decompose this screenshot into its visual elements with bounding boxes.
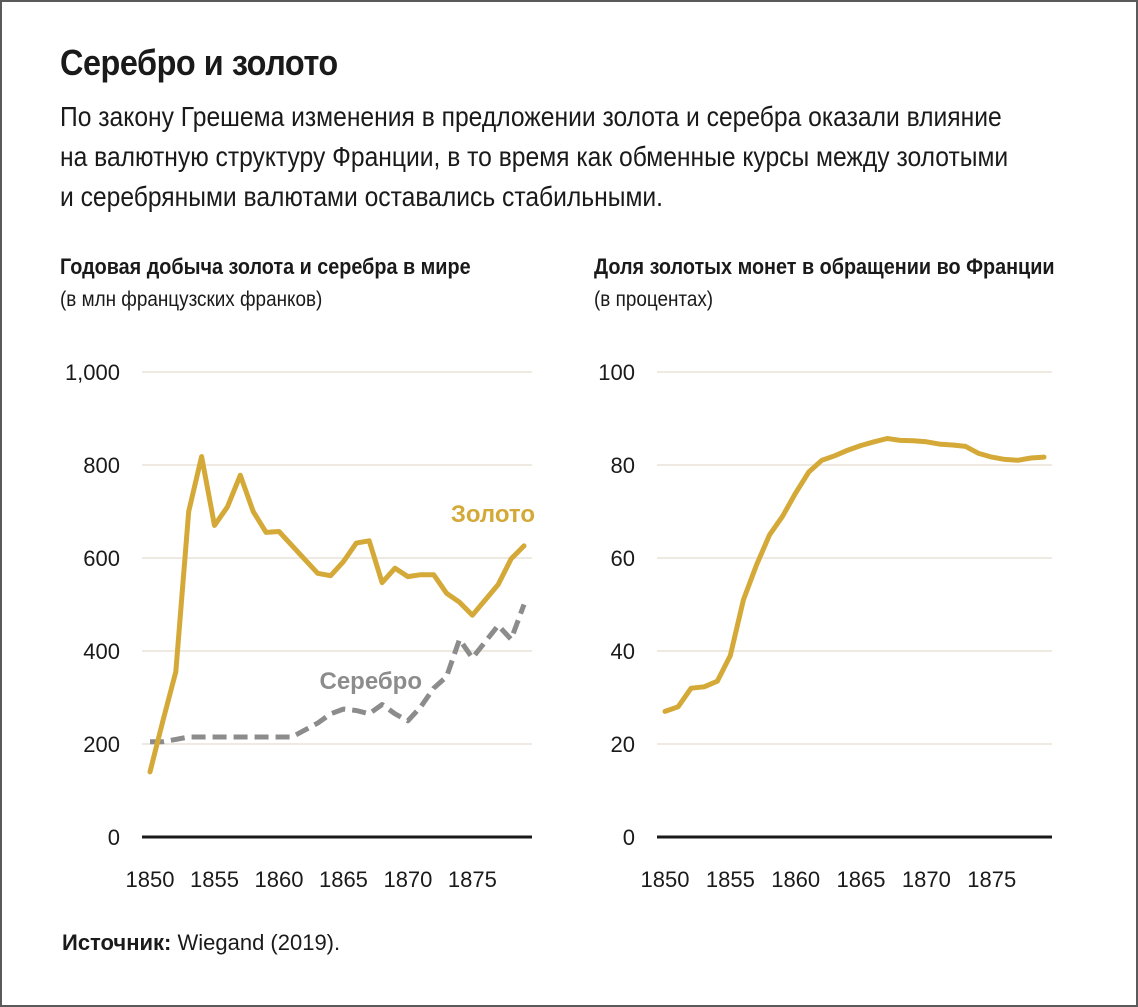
- right-chart-units: (в процентах): [594, 288, 714, 311]
- left-chart-series-label: Серебро: [319, 668, 422, 695]
- left-chart-xtick-label: 1850: [126, 867, 175, 892]
- right-chart-ytick-label: 20: [611, 732, 635, 757]
- left-chart-xtick-label: 1865: [319, 867, 368, 892]
- left-chart-ytick-label: 1,000: [65, 360, 120, 385]
- right-chart-xtick-label: 1860: [771, 867, 820, 892]
- right-chart-ytick-label: 60: [611, 546, 635, 571]
- right-chart-ytick-label: 0: [623, 825, 635, 850]
- left-chart-ytick-label: 400: [83, 639, 120, 664]
- right-chart: 0 20 40 60 80 100 1850 1855 1860 1865 1870 1875: [598, 360, 1052, 892]
- subtitle-line-1: По закону Грешема изменения в предложени…: [60, 101, 1002, 132]
- right-chart-xtick-label: 1850: [641, 867, 690, 892]
- left-chart-ytick-label: 600: [83, 546, 120, 571]
- subtitle-line-2: на валютную структуру Франции, в то врем…: [60, 141, 1009, 172]
- right-chart-xtick-label: 1875: [967, 867, 1016, 892]
- source-label: Источник:: [62, 930, 172, 955]
- left-chart-series-line-gold: [147, 454, 527, 775]
- left-chart-xtick-label: 1855: [190, 867, 239, 892]
- subtitle-line-3: и серебряными валютами оставались стабил…: [60, 181, 664, 212]
- right-chart-xtick-label: 1855: [706, 867, 755, 892]
- figure-subtitle: По закону Грешема изменения в предложени…: [60, 97, 1072, 217]
- right-chart-ytick-label: 100: [598, 360, 635, 385]
- left-chart-ytick-label: 800: [83, 453, 120, 478]
- source-text: Wiegand (2019).: [171, 930, 341, 955]
- left-chart-title: Годовая добыча золота и серебра в мире: [60, 254, 471, 279]
- left-chart-ytick-label: 0: [108, 825, 120, 850]
- right-chart-xtick-label: 1865: [837, 867, 886, 892]
- source-note: Источник: Wiegand (2019).: [62, 930, 340, 956]
- right-chart-title: Доля золотых монет в обращении во Франци…: [594, 254, 1055, 279]
- figure-title: Серебро и золото: [60, 42, 338, 83]
- right-chart-xtick-label: 1870: [902, 867, 951, 892]
- left-chart-series-label: Золото: [451, 501, 535, 528]
- left-chart-xtick-label: 1875: [448, 867, 497, 892]
- left-chart-units: (в млн французских франков): [60, 288, 323, 311]
- left-chart-ytick-label: 200: [83, 732, 120, 757]
- right-chart-ytick-label: 80: [611, 453, 635, 478]
- left-chart-xtick-label: 1860: [254, 867, 303, 892]
- left-chart: 0 200 400 600 800 1,000 1850 1855 1860 1865 1870 18…: [65, 360, 535, 892]
- right-chart-series-line-gold: [662, 436, 1047, 714]
- right-chart-ytick-label: 40: [611, 639, 635, 664]
- left-chart-series-line-silver: [150, 603, 527, 745]
- left-chart-xtick-label: 1870: [383, 867, 432, 892]
